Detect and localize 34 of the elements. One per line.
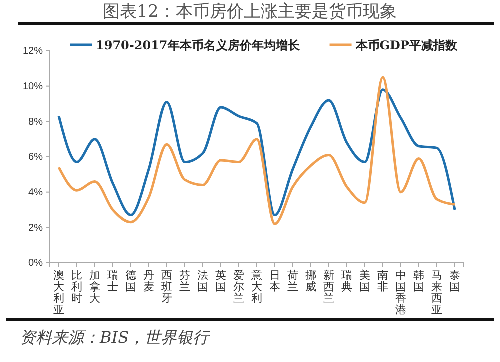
x-tick-label: 丹麦 — [144, 270, 154, 294]
x-tick-label: 爱尔兰 — [234, 268, 244, 305]
y-tick-label: 2% — [28, 222, 44, 234]
chart-title: 图表12：本币房价上涨主要是货币现象 — [103, 2, 397, 22]
x-tick-label: 泰国 — [450, 270, 460, 294]
x-tick-label: 中国香港 — [396, 268, 406, 317]
x-tick-label: 澳大利亚 — [54, 270, 64, 317]
legend-label: 1970-2017年本币名义房价年均增长 — [96, 38, 301, 52]
x-tick-label: 马来西亚 — [432, 270, 442, 317]
y-tick-label: 10% — [22, 82, 44, 93]
y-tick-label: 12% — [22, 46, 44, 58]
x-tick-label: 比利时 — [72, 268, 82, 305]
x-tick-label: 日本 — [270, 270, 280, 294]
x-tick-label: 韩国 — [414, 268, 424, 294]
text: 资料来源：BIS，世界银行 — [20, 328, 212, 347]
x-tick-label: 荷兰 — [288, 268, 298, 294]
legend-label: 本币GDP平减指数 — [354, 38, 458, 52]
y-tick-label: 6% — [28, 152, 44, 164]
x-tick-label: 南非 — [378, 268, 388, 294]
x-tick-label: 挪威 — [306, 270, 316, 294]
x-tick-label: 德国 — [126, 270, 136, 294]
y-tick-label: 4% — [28, 188, 44, 199]
x-tick-label: 美国 — [360, 268, 370, 294]
x-tick-label: 瑞典 — [342, 268, 352, 294]
x-tick-label: 意大利 — [250, 268, 262, 305]
x-tick-label: 瑞士 — [108, 268, 118, 294]
x-tick-label: 新西兰 — [324, 268, 334, 305]
y-tick-label: 0% — [28, 258, 44, 270]
x-tick-label: 英国 — [216, 268, 226, 294]
x-tick-label: 法国 — [198, 268, 208, 294]
x-tick-label: 西班牙 — [162, 270, 172, 305]
y-tick-label: 8% — [28, 116, 44, 128]
x-tick-label: 芬兰 — [180, 268, 190, 294]
x-tick-label: 加拿大 — [90, 268, 100, 305]
